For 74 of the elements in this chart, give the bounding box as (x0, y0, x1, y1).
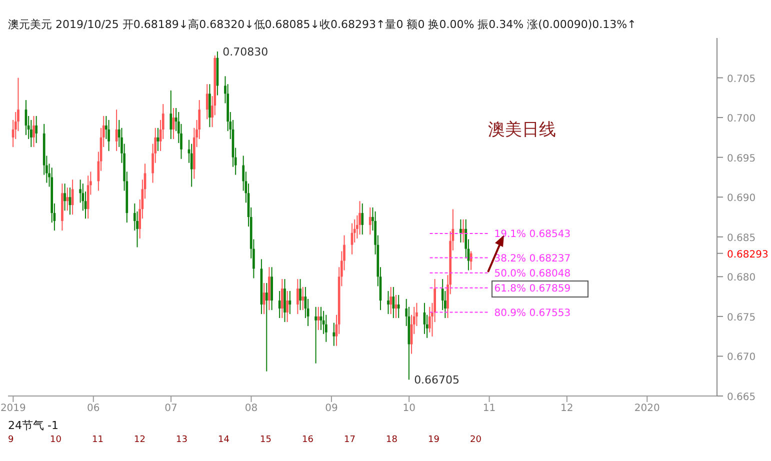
ref-line-label: 61.8% 0.67859 (494, 283, 571, 294)
text: 14 (218, 435, 230, 445)
candlestick (286, 290, 288, 323)
chart-title: 澳元美元 2019/10/25 开0.68189↓高0.68320↓低0.68085↓收0.68293↑量0 额0 换0.00% 振0.34% 涨(0.00090)0.13%↑ (8, 17, 636, 32)
y-tick-label: 0.665 (727, 392, 756, 403)
candlestick (317, 306, 320, 330)
candlestick (86, 175, 90, 220)
text: 16 (302, 435, 314, 445)
candlestick (206, 84, 208, 120)
x-tick-label: 07 (164, 403, 178, 414)
y-tick-label: 0.670 (727, 352, 756, 364)
candlestick (66, 187, 69, 212)
ref-line-label: 19.1% 0.68543 (494, 229, 571, 240)
y-tick-label: 0.675 (727, 312, 756, 324)
text: 19 (428, 435, 440, 445)
candlestick (265, 282, 268, 372)
candlestick (284, 278, 286, 323)
ref-line-label: 80.9% 0.67553 (494, 308, 571, 319)
candlestick (397, 294, 400, 319)
candlestick (296, 278, 299, 315)
x-tick-label: 06 (87, 403, 100, 414)
x-tick-label: 08 (244, 403, 258, 414)
candlestick (314, 306, 317, 364)
text: 9 (8, 435, 14, 445)
candlestick (170, 90, 172, 140)
x-tick-label: 2020 (634, 403, 660, 414)
y-tick-label: 0.695 (727, 153, 756, 164)
candlestick (390, 286, 392, 315)
text: 18 (386, 435, 398, 445)
candlestick (332, 322, 336, 346)
y-tick-label: 0.705 (727, 74, 756, 85)
candlestick (64, 183, 66, 212)
annotation: 0.66705 (414, 374, 460, 387)
candlestick (299, 278, 302, 311)
candlestick (35, 115, 38, 144)
x-tick-label: 2019 (0, 403, 26, 414)
candlestick (108, 119, 110, 152)
candlestick (302, 286, 304, 311)
text: 13 (176, 435, 188, 445)
candlestick (324, 314, 328, 342)
x-tick-label: 11 (482, 403, 496, 414)
text: 12 (134, 435, 146, 445)
candlestick (368, 206, 372, 235)
candlestick (30, 119, 32, 148)
y-tick-label: 0.690 (727, 193, 756, 204)
text: 11 (92, 435, 104, 445)
text: 20 (470, 435, 482, 445)
x-tick-label: 12 (560, 403, 574, 414)
candlestick (361, 202, 364, 235)
candlestick (460, 218, 462, 243)
y-tick-label: 0.680 (727, 272, 756, 284)
candlestick (32, 115, 35, 148)
y-tick-label: 0.700 (727, 114, 756, 125)
candlestick (270, 266, 273, 311)
x-tick-label: 09 (325, 403, 338, 414)
candlestick (208, 84, 211, 128)
text: 10 (50, 435, 62, 445)
candlestick (387, 290, 390, 315)
candlestick (268, 266, 270, 311)
candlestick (428, 306, 431, 333)
candlestick (280, 278, 284, 319)
ref-line-label: 38.2% 0.68237 (494, 253, 571, 264)
x-tick-label: 10 (402, 403, 416, 414)
ref-line-label: 50.0% 0.68048 (494, 268, 571, 280)
y-tick-label: 0.68293 (727, 249, 768, 260)
text: 24节气 -1 (8, 418, 58, 433)
annotation: 澳美日线 (488, 119, 556, 141)
text: 17 (344, 435, 356, 445)
candlestick (358, 200, 361, 235)
candlestick (190, 143, 193, 188)
annotation: 0.70830 (222, 45, 268, 58)
candlestick (462, 218, 464, 243)
text: 15 (260, 435, 272, 445)
y-tick-label: 0.685 (727, 232, 756, 244)
